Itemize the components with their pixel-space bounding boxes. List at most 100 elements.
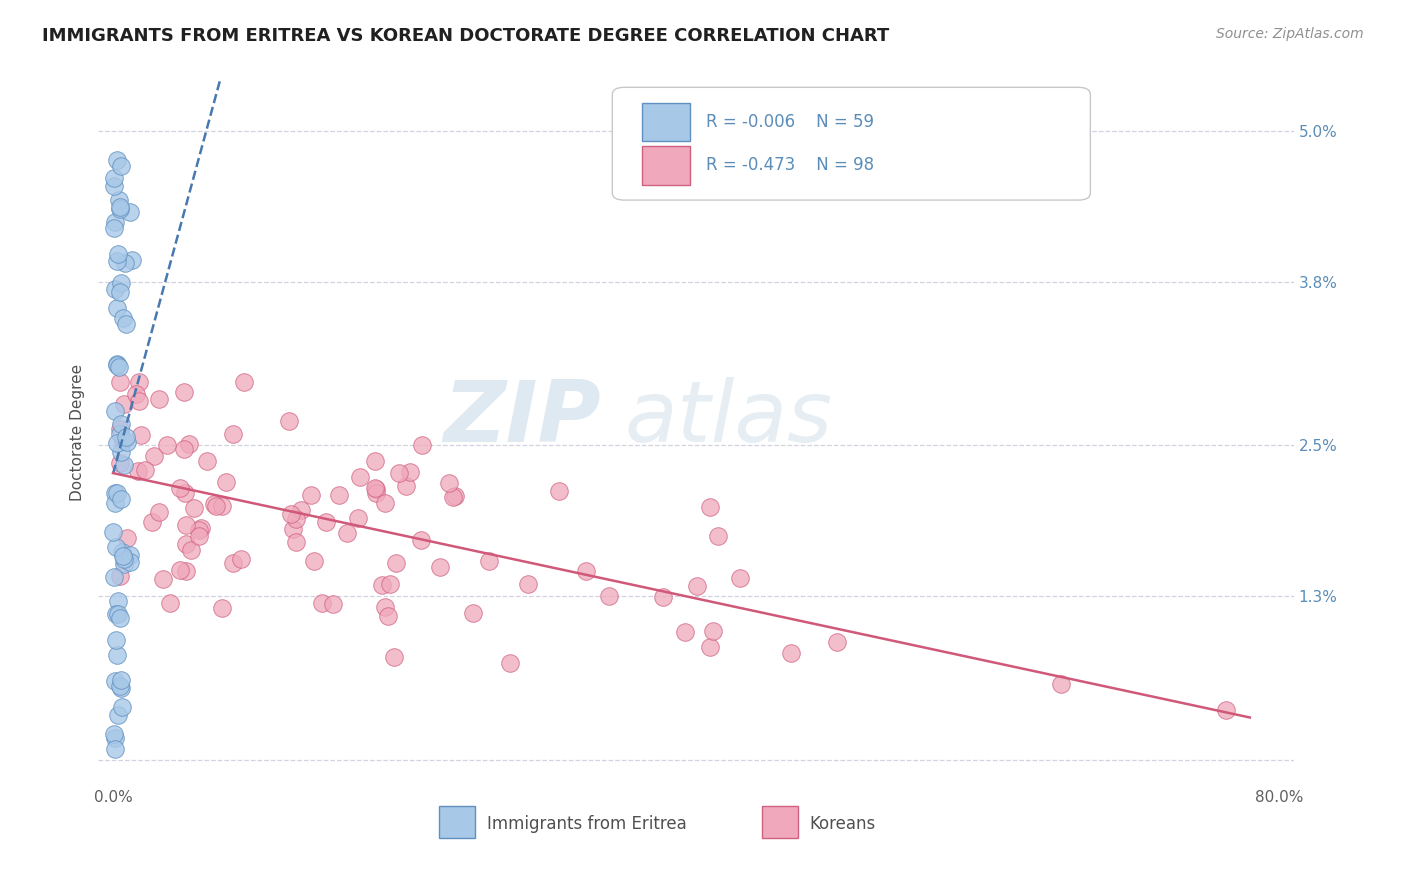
Text: R = -0.473    N = 98: R = -0.473 N = 98 [706, 156, 873, 175]
Point [104, 673, 127, 688]
Point [114, 256, 136, 270]
Point [104, 607, 127, 621]
Point [156, 438, 179, 452]
Point [1215, 703, 1237, 717]
Point [231, 552, 253, 566]
Point [108, 193, 131, 207]
Point [707, 529, 730, 543]
Text: Koreans: Koreans [810, 814, 876, 833]
Point [110, 417, 132, 432]
Point [105, 648, 128, 662]
Point [1049, 677, 1071, 691]
Point [686, 579, 709, 593]
Text: R = -0.006    N = 59: R = -0.006 N = 59 [706, 113, 873, 131]
Point [107, 594, 129, 608]
Point [112, 557, 135, 571]
Point [128, 376, 150, 390]
Point [374, 599, 396, 614]
Point [702, 624, 724, 638]
Point [439, 476, 461, 491]
Point [173, 486, 195, 500]
Point [105, 486, 128, 500]
Point [104, 496, 127, 510]
Point [180, 543, 202, 558]
Point [120, 205, 142, 219]
Point [699, 640, 721, 655]
Point [104, 214, 127, 228]
Point [112, 549, 135, 564]
Point [517, 577, 540, 591]
Point [107, 247, 129, 261]
Point [112, 397, 135, 411]
FancyBboxPatch shape [613, 87, 1091, 200]
Point [108, 285, 131, 300]
Point [104, 742, 127, 756]
Point [110, 276, 132, 290]
Point [364, 454, 387, 468]
Point [105, 436, 128, 450]
Point [280, 507, 302, 521]
Point [461, 607, 484, 621]
Point [673, 624, 696, 639]
Point [159, 596, 181, 610]
Point [104, 404, 127, 418]
Point [110, 159, 132, 173]
Point [388, 466, 411, 480]
Point [575, 564, 598, 578]
Point [152, 572, 174, 586]
Point [285, 534, 308, 549]
Point [780, 646, 803, 660]
Text: Source: ZipAtlas.com: Source: ZipAtlas.com [1216, 27, 1364, 41]
Point [173, 385, 195, 400]
Point [105, 253, 128, 268]
Point [441, 490, 464, 504]
Point [385, 556, 408, 570]
Point [169, 481, 191, 495]
Point [141, 515, 163, 529]
Point [176, 518, 198, 533]
FancyBboxPatch shape [439, 806, 475, 838]
Point [188, 529, 211, 543]
Point [598, 589, 620, 603]
Point [103, 727, 125, 741]
Point [411, 438, 433, 452]
Point [105, 541, 128, 555]
Text: ZIP: ZIP [443, 377, 600, 460]
Point [336, 526, 359, 541]
Y-axis label: Doctorate Degree: Doctorate Degree [69, 364, 84, 501]
Point [349, 470, 371, 484]
Point [183, 500, 205, 515]
Point [215, 475, 238, 490]
Point [174, 537, 197, 551]
Point [652, 591, 675, 605]
Point [110, 569, 132, 583]
Point [110, 456, 132, 470]
Point [211, 499, 233, 513]
Point [374, 496, 396, 510]
Point [195, 454, 218, 468]
Point [104, 485, 127, 500]
Point [173, 442, 195, 456]
Text: Immigrants from Eritrea: Immigrants from Eritrea [486, 814, 686, 833]
Point [187, 524, 209, 538]
Point [328, 488, 350, 502]
Point [112, 458, 135, 473]
Point [110, 699, 132, 714]
Point [143, 449, 166, 463]
Point [110, 491, 132, 506]
Point [547, 483, 569, 498]
FancyBboxPatch shape [643, 103, 690, 141]
Point [148, 392, 170, 407]
Point [115, 532, 138, 546]
Point [169, 563, 191, 577]
Point [429, 560, 451, 574]
Point [115, 434, 138, 449]
Point [285, 512, 308, 526]
Point [371, 578, 394, 592]
Point [107, 607, 129, 622]
Point [111, 434, 134, 448]
Point [322, 597, 344, 611]
FancyBboxPatch shape [762, 806, 797, 838]
Point [107, 707, 129, 722]
Point [111, 544, 134, 558]
